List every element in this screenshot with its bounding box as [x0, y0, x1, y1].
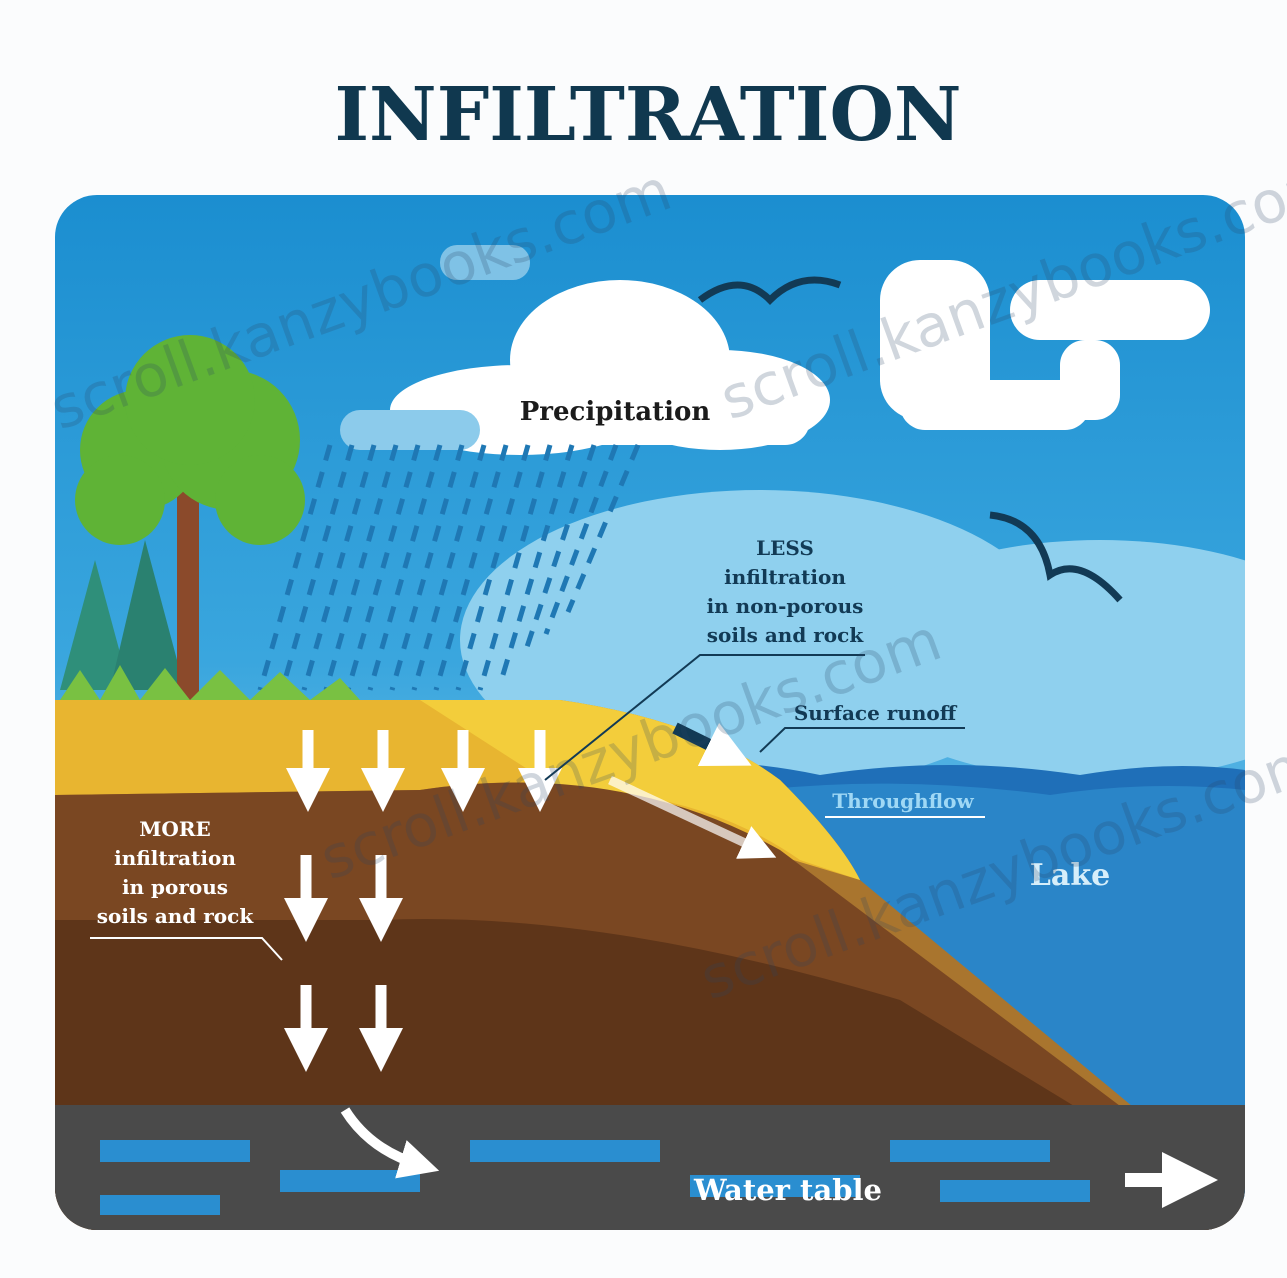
diagram: INFILTRATION — [0, 0, 1287, 1278]
label-line: infiltration — [724, 565, 846, 589]
bedrock — [55, 1105, 1245, 1230]
label-line: soils and rock — [97, 904, 255, 928]
title: INFILTRATION — [334, 72, 961, 158]
label: Throughflow — [832, 789, 974, 813]
label-line: in porous — [122, 875, 228, 899]
label-line: LESS — [756, 536, 814, 560]
label-line: infiltration — [114, 846, 236, 870]
cloud-shadow — [340, 410, 480, 450]
trunk — [177, 470, 199, 700]
label-line: MORE — [139, 817, 210, 841]
page: INFILTRATION — [0, 0, 1287, 1278]
label: Precipitation — [520, 397, 711, 427]
label-line: in non-porous — [707, 594, 864, 618]
label: Water table — [693, 1173, 882, 1207]
